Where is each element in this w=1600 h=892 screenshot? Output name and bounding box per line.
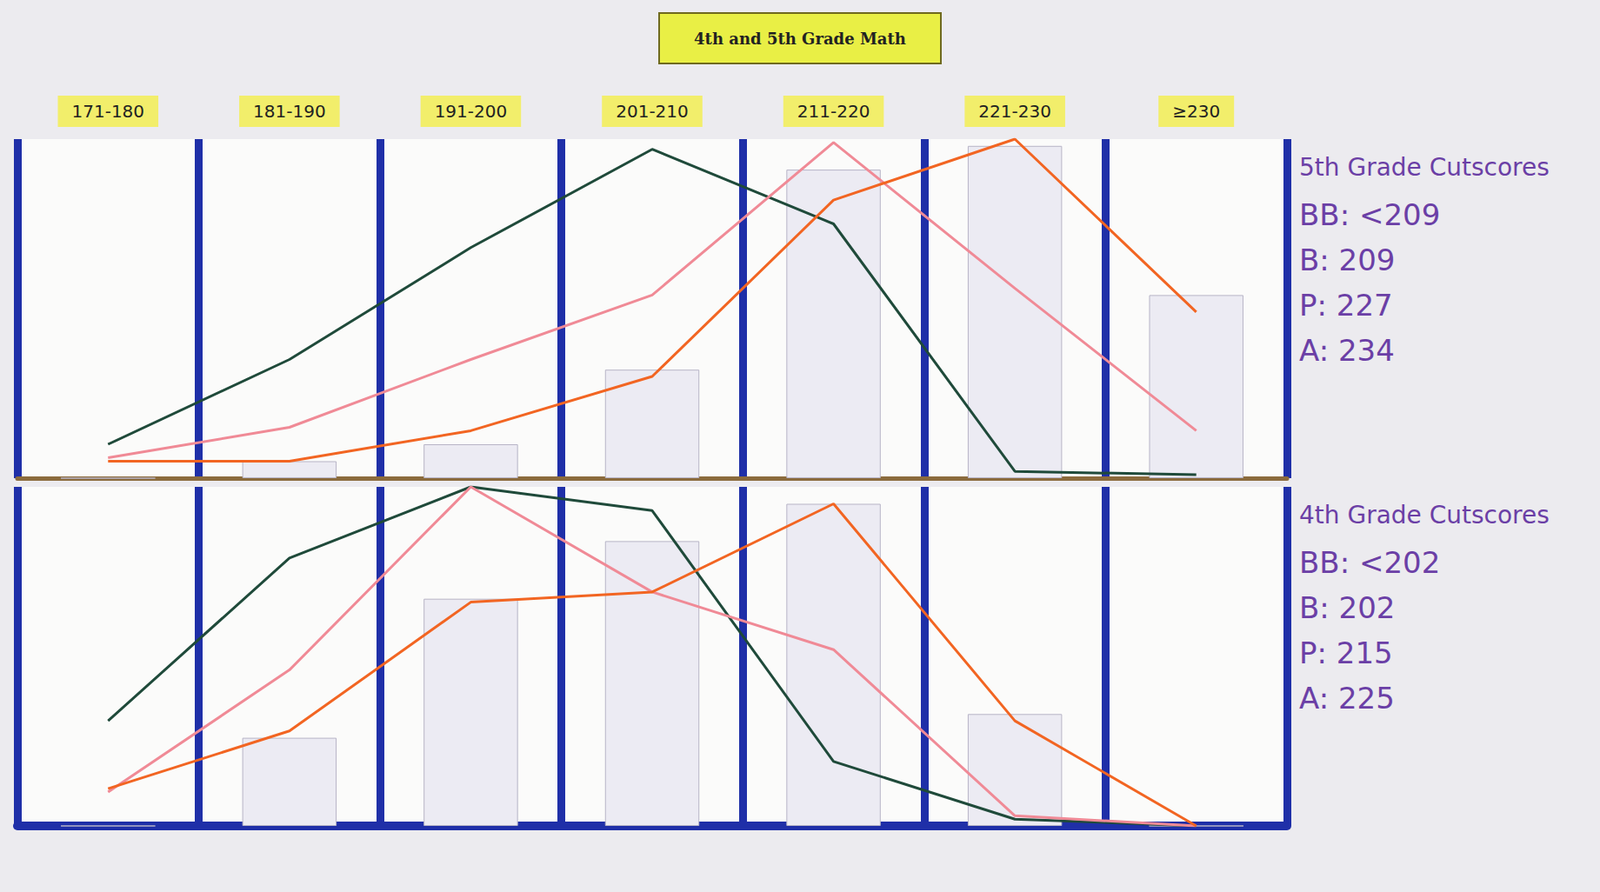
- svg-text:B: 202: B: 202: [1299, 590, 1395, 626]
- svg-text:BB: <209: BB: <209: [1299, 197, 1440, 233]
- svg-text:B: 209: B: 209: [1299, 242, 1395, 278]
- svg-text:≥230: ≥230: [1172, 100, 1220, 122]
- svg-text:P: 215: P: 215: [1299, 635, 1394, 671]
- svg-text:4th and 5th Grade Math: 4th and 5th Grade Math: [693, 29, 907, 48]
- svg-text:221-230: 221-230: [978, 100, 1052, 122]
- svg-text:A: 234: A: 234: [1299, 333, 1395, 368]
- svg-text:211-220: 211-220: [797, 100, 871, 122]
- svg-text:171-180: 171-180: [71, 100, 145, 122]
- svg-text:4th Grade Cutscores: 4th Grade Cutscores: [1299, 500, 1550, 530]
- svg-text:181-190: 181-190: [253, 100, 327, 122]
- svg-text:P: 227: P: 227: [1299, 287, 1394, 323]
- svg-text:A: 225: A: 225: [1299, 680, 1395, 716]
- svg-text:5th Grade Cutscores: 5th Grade Cutscores: [1299, 153, 1550, 182]
- svg-text:191-200: 191-200: [434, 100, 508, 122]
- svg-text:BB: <202: BB: <202: [1299, 545, 1440, 580]
- svg-text:201-210: 201-210: [615, 100, 689, 122]
